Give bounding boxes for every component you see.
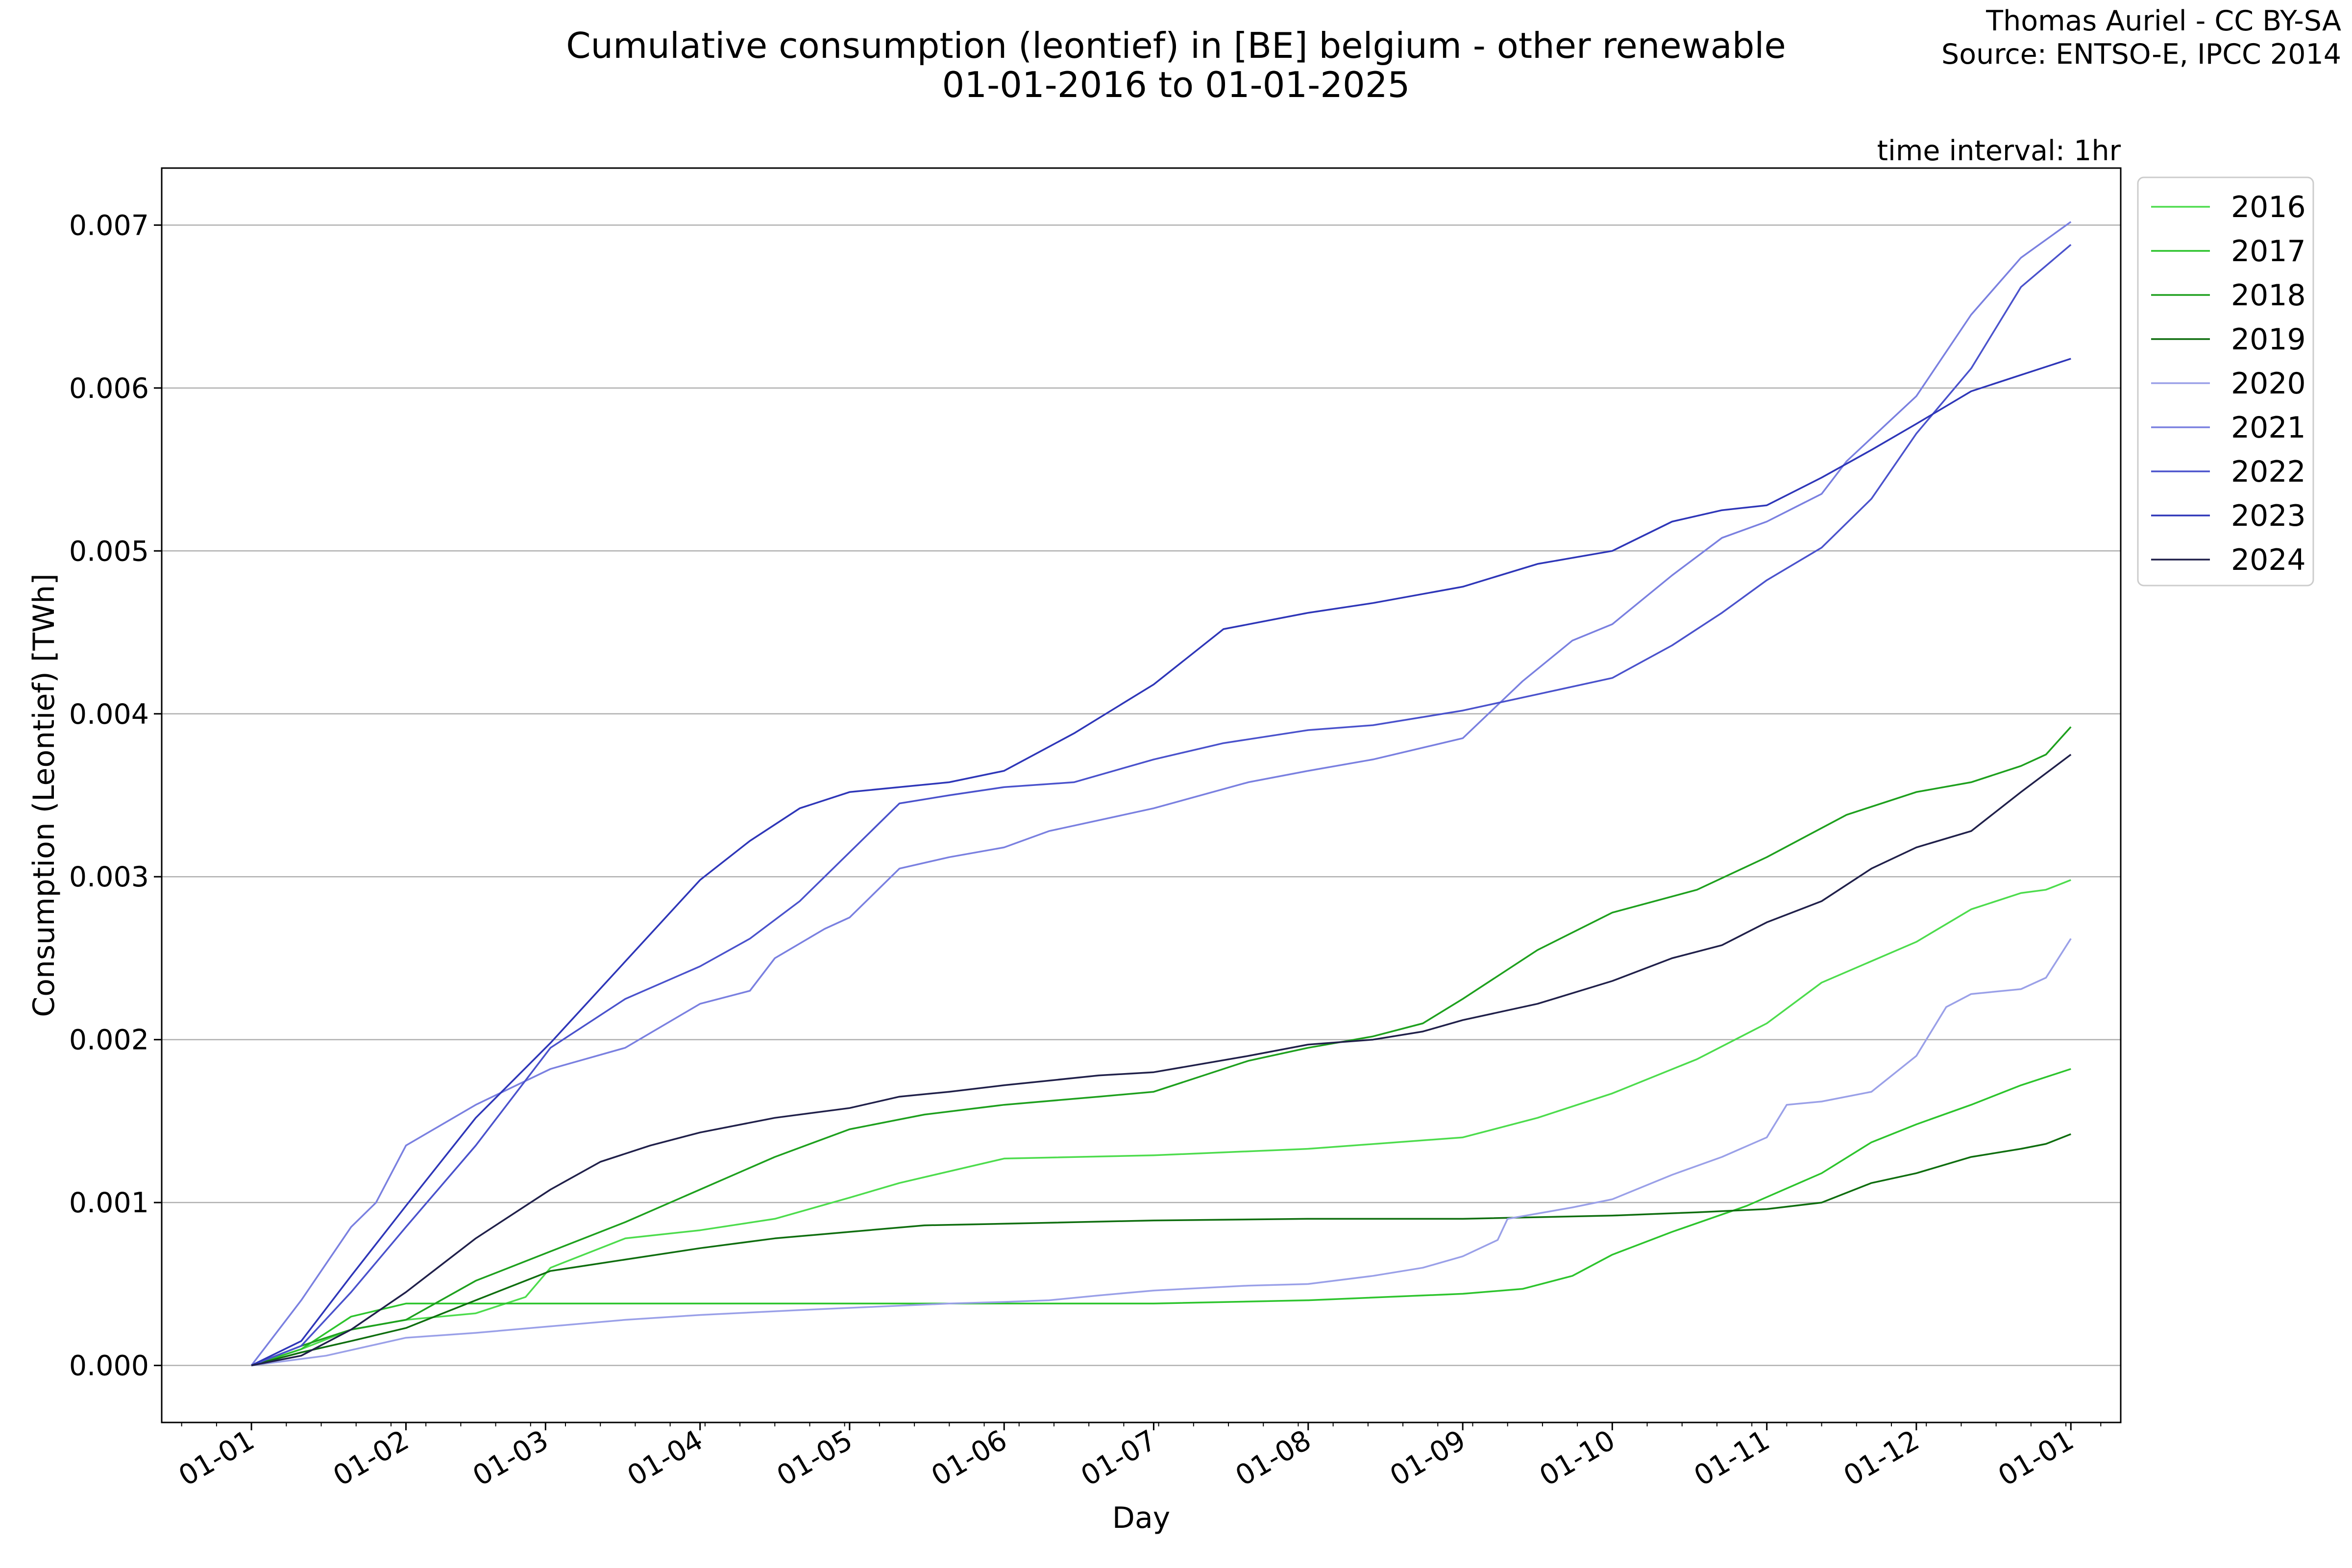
y-axis-ticks: 0.000 0.001 0.002 0.003 0.004 0.005 0.006 0.007 [69, 209, 162, 1382]
chart-title-line1: Cumulative consumption (leontief) in [BE… [566, 25, 1786, 66]
series-line-2024 [251, 754, 2072, 1367]
series-line-2023 [251, 358, 2071, 1367]
legend-label-2023: 2023 [2231, 499, 2306, 533]
series-line-2019 [251, 1133, 2071, 1367]
series-line-2020 [251, 938, 2072, 1367]
legend-label-2021: 2021 [2231, 411, 2306, 445]
credit-author: Thomas Auriel - CC BY-SA [1985, 5, 2341, 37]
y-tick-label: 0.007 [69, 209, 149, 242]
legend-entries: 2016 2017 2018 2019 2020 2021 2022 2023 2024 [2151, 190, 2306, 577]
series-line-2022 [251, 244, 2072, 1367]
series-line-2016 [251, 879, 2071, 1367]
series-lines [250, 221, 2072, 1367]
legend-box [2137, 176, 2314, 587]
series-line-2017 [251, 1068, 2071, 1367]
legend-label-2016: 2016 [2231, 190, 2306, 224]
y-tick-label: 0.002 [69, 1024, 149, 1056]
time-interval-label: time interval: 1hr [1877, 135, 2121, 167]
legend: 2016 2017 2018 2019 2020 2021 2022 2023 2024 [2137, 176, 2314, 587]
series-line-2018 [251, 726, 2072, 1367]
y-tick-label: 0.000 [69, 1350, 149, 1382]
legend-label-2022: 2022 [2231, 455, 2306, 489]
y-tick-label: 0.003 [69, 861, 149, 893]
credit-source: Source: ENTSO-E, IPCC 2014 [1941, 38, 2341, 71]
legend-label-2020: 2020 [2231, 367, 2306, 401]
series-line-2021 [250, 221, 2072, 1366]
y-axis-label: Consumption (Leontief) [TWh] [27, 573, 61, 1017]
chart-title-line2: 01-01-2016 to 01-01-2025 [942, 64, 1410, 105]
y-tick-label: 0.004 [69, 698, 149, 731]
legend-label-2018: 2018 [2231, 278, 2306, 313]
x-axis-label: Day [1112, 1501, 1170, 1535]
y-tick-label: 0.001 [69, 1187, 149, 1219]
plot-frame [161, 167, 2122, 1423]
legend-label-2019: 2019 [2231, 322, 2306, 357]
legend-label-2024: 2024 [2231, 543, 2306, 577]
y-tick-label: 0.006 [69, 372, 149, 405]
y-tick-label: 0.005 [69, 535, 149, 567]
grid-lines [162, 224, 2121, 1366]
legend-label-2017: 2017 [2231, 234, 2306, 269]
